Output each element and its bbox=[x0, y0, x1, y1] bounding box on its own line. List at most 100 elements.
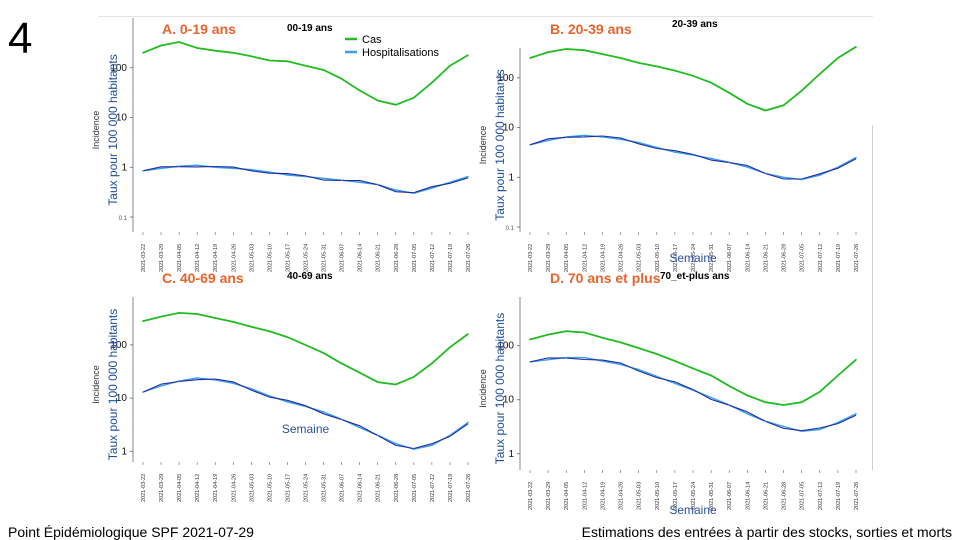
data-point bbox=[250, 168, 253, 171]
y-axis-label-incidence: Incidence bbox=[91, 365, 101, 404]
data-point bbox=[637, 141, 640, 144]
data-point bbox=[467, 333, 469, 335]
data-point bbox=[322, 411, 325, 413]
y-tick-label: 100 bbox=[110, 63, 127, 74]
data-point bbox=[413, 376, 415, 378]
panel-title: B. 20-39 ans bbox=[550, 21, 632, 37]
x-tick-label: 2021-06-28 bbox=[782, 482, 788, 510]
x-tick-label: 2021-03-22 bbox=[528, 482, 534, 510]
x-tick-label: 2021-04-05 bbox=[177, 244, 183, 272]
data-point bbox=[250, 325, 253, 328]
panel-subtitle: 40-69 ans bbox=[287, 271, 333, 282]
data-point bbox=[376, 99, 379, 102]
footer-source: Point Épidémiologique SPF 2021-07-29 bbox=[8, 524, 254, 540]
x-tick-label: 2021-04-12 bbox=[582, 482, 588, 510]
x-tick-label: 2021-07-05 bbox=[800, 482, 806, 510]
data-point bbox=[728, 385, 731, 387]
panel-title: C. 40-69 ans bbox=[162, 270, 244, 286]
data-point bbox=[286, 60, 289, 63]
data-point bbox=[268, 171, 271, 173]
x-tick-label: 2021-06-14 bbox=[745, 244, 751, 272]
data-point bbox=[160, 167, 162, 170]
data-point bbox=[178, 41, 180, 43]
data-point bbox=[674, 360, 676, 362]
data-point bbox=[855, 156, 857, 159]
x-tick-label: 2021-05-31 bbox=[322, 244, 328, 272]
data-point bbox=[196, 47, 198, 49]
x-tick-label: 2021-07-26 bbox=[854, 244, 860, 272]
y-tick-label: 100 bbox=[497, 73, 514, 84]
x-tick-label: 2021-04-05 bbox=[177, 474, 183, 502]
data-point bbox=[710, 157, 712, 160]
y-axis-label-incidence: Incidence bbox=[478, 126, 488, 165]
data-point bbox=[340, 362, 343, 365]
data-point bbox=[467, 54, 469, 56]
x-tick-label: 2021-04-12 bbox=[195, 244, 201, 272]
data-point bbox=[583, 49, 586, 51]
data-point bbox=[286, 336, 289, 338]
x-tick-label: 2021-07-12 bbox=[818, 244, 824, 272]
x-tick-label: 2021-07-12 bbox=[430, 474, 436, 502]
x-tick-label: 2021-04-19 bbox=[600, 482, 606, 510]
x-tick-label: 2021-05-10 bbox=[267, 474, 273, 502]
data-point bbox=[322, 352, 325, 354]
x-tick-label: 2021-06-14 bbox=[358, 474, 364, 502]
slide-number: 4 bbox=[8, 14, 33, 63]
data-point bbox=[547, 51, 549, 53]
x-tick-label: 2021-05-03 bbox=[249, 244, 255, 272]
right-divider bbox=[872, 125, 873, 470]
data-point bbox=[322, 177, 325, 180]
x-tick-label: 2021-07-26 bbox=[854, 482, 860, 510]
data-point bbox=[529, 144, 531, 146]
x-tick-label: 2021-04-12 bbox=[582, 244, 588, 272]
data-point bbox=[232, 51, 235, 54]
x-tick-label: 2021-06-28 bbox=[394, 474, 400, 502]
data-point bbox=[565, 136, 568, 138]
data-point bbox=[160, 44, 162, 47]
x-tick-label: 2021-05-17 bbox=[285, 474, 291, 502]
series-line-cases bbox=[529, 46, 857, 112]
data-point bbox=[304, 344, 307, 346]
data-point bbox=[376, 183, 379, 186]
data-point bbox=[358, 181, 361, 184]
x-tick-label: 2021-07-05 bbox=[412, 244, 418, 272]
data-point bbox=[583, 134, 586, 137]
x-tick-label: 2021-05-10 bbox=[267, 244, 273, 272]
x-tick-label: 2021-04-19 bbox=[213, 244, 219, 272]
data-point bbox=[728, 161, 731, 164]
y-axis-label: Taux pour 100 000 habitants bbox=[493, 313, 507, 464]
x-tick-label: 2021-06-28 bbox=[782, 244, 788, 272]
y-tick-label: 1 bbox=[121, 446, 127, 457]
data-point bbox=[837, 166, 839, 168]
data-point bbox=[764, 172, 767, 175]
x-tick-label: 2021-05-03 bbox=[637, 482, 643, 510]
data-point bbox=[637, 62, 640, 64]
x-tick-label: 2021-06-21 bbox=[376, 244, 382, 272]
y-tick-label: 0.1 bbox=[119, 216, 128, 222]
data-point bbox=[358, 89, 361, 92]
x-tick-label: 2021-05-31 bbox=[709, 244, 715, 272]
data-point bbox=[214, 49, 217, 52]
data-point bbox=[710, 396, 712, 399]
x-tick-label: 2021-04-05 bbox=[564, 244, 570, 272]
x-tick-label: 2021-04-19 bbox=[600, 244, 606, 272]
footer-note: Estimations des entrées à partir des sto… bbox=[581, 524, 952, 540]
x-tick-label: 2021-05-17 bbox=[285, 244, 291, 272]
data-point bbox=[619, 57, 622, 59]
data-point bbox=[340, 179, 343, 182]
data-point bbox=[619, 363, 622, 366]
y-tick-label: 10 bbox=[503, 395, 515, 406]
data-point bbox=[547, 139, 549, 142]
data-point bbox=[394, 383, 397, 386]
panel-subtitle: 20-39 ans bbox=[672, 19, 718, 30]
x-tick-label: 2021-07-05 bbox=[412, 474, 418, 502]
data-point bbox=[818, 391, 821, 393]
data-point bbox=[728, 92, 731, 94]
data-point bbox=[565, 356, 568, 359]
y-axis-label-incidence: Incidence bbox=[91, 111, 101, 150]
x-tick-label: 2021-07-19 bbox=[448, 244, 454, 272]
x-tick-label: 2021-05-10 bbox=[655, 244, 661, 272]
x-tick-label: 2021-03-22 bbox=[141, 474, 147, 502]
data-point bbox=[142, 320, 144, 322]
x-tick-label: 2021-07-19 bbox=[836, 482, 842, 510]
